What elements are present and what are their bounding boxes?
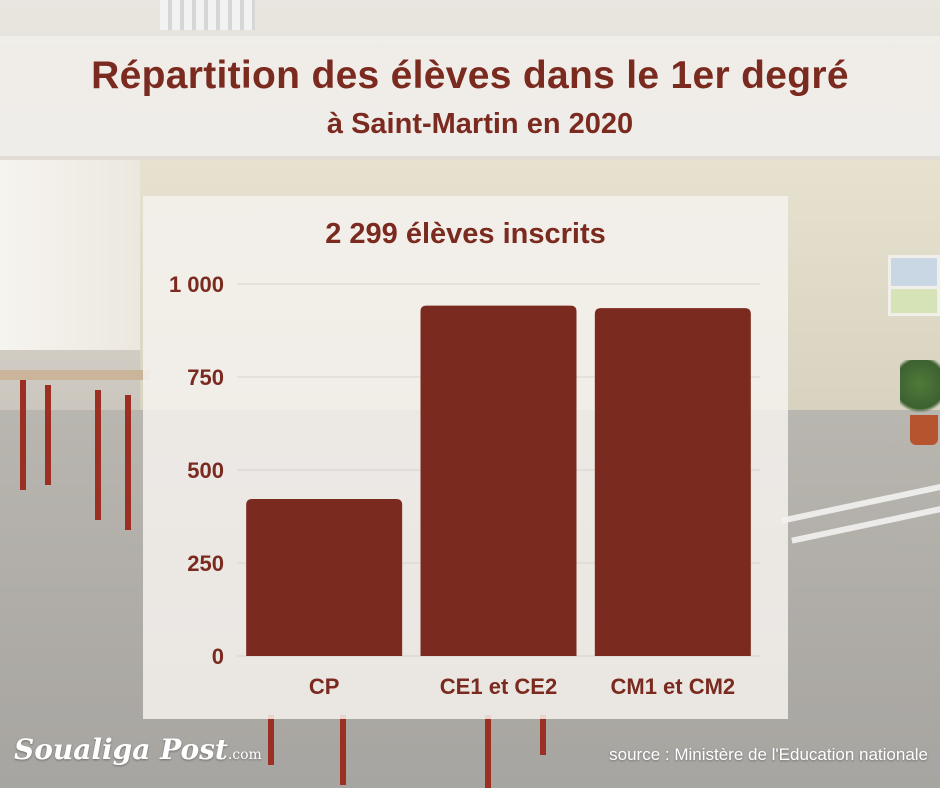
chart-title: 2 299 élèves inscrits [325,218,606,250]
x-category-label: CM1 et CM2 [610,674,735,699]
y-tick-label: 250 [187,551,224,576]
y-axis-tick-labels: 0 250 500 750 1 000 [169,272,224,669]
x-category-label: CE1 et CE2 [440,674,557,699]
x-category-label: CP [309,674,340,699]
background-chair-leg [340,715,346,785]
bars [246,305,751,656]
page-title: Répartition des élèves dans le 1er degré [91,54,849,97]
y-tick-label: 750 [187,365,224,390]
background-plant-pot [910,415,938,445]
page-subtitle: à Saint-Martin en 2020 [326,108,634,140]
background-chair-leg [540,715,546,755]
background-chair-leg [485,715,491,788]
background-chair-leg [268,715,274,765]
bar-cp [246,499,403,656]
background-chair-leg [20,380,26,490]
source-note: source : Ministère de l'Education nation… [609,745,928,764]
background-chair-leg [45,385,51,485]
background-chair-leg [95,390,101,520]
y-tick-label: 0 [212,644,224,669]
bar-ce1-et-ce2 [420,305,577,656]
y-tick-label: 1 000 [169,272,224,297]
background-plant [900,360,940,420]
x-axis-category-labels: CP CE1 et CE2 CM1 et CM2 [309,674,735,699]
y-tick-label: 500 [187,458,224,483]
background-chair-leg [125,395,131,530]
bar-cm1-et-cm2 [594,308,751,656]
background-desk [0,370,150,380]
title-band [0,36,940,156]
background-ceiling-light [160,0,255,30]
background-window [0,160,140,350]
background-poster [888,286,940,316]
soualiga-post-logo: Soualiga Post.com [14,733,262,766]
